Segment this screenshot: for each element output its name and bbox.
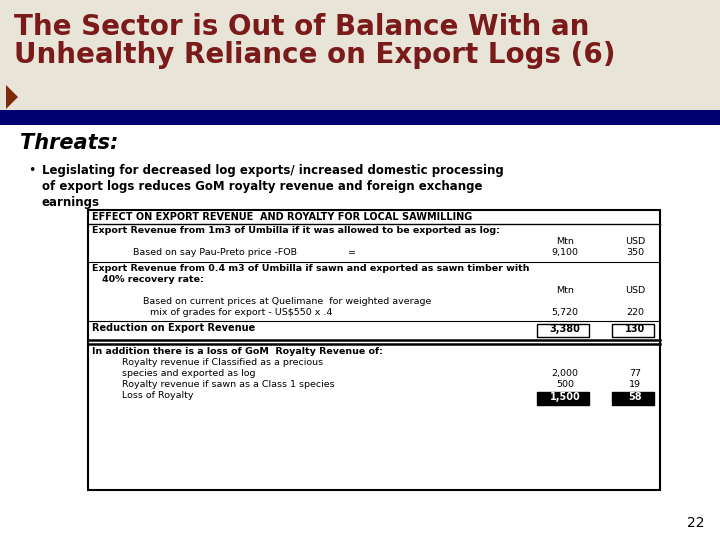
Text: 350: 350 bbox=[626, 248, 644, 257]
Bar bbox=[612, 392, 654, 405]
Text: Export Revenue from 0.4 m3 of Umbilla if sawn and exported as sawn timber with: Export Revenue from 0.4 m3 of Umbilla if… bbox=[92, 264, 529, 273]
Text: Loss of Royalty: Loss of Royalty bbox=[122, 391, 194, 400]
Bar bbox=[537, 324, 589, 337]
Text: Legislating for decreased log exports/ increased domestic processing: Legislating for decreased log exports/ i… bbox=[42, 164, 504, 177]
Bar bbox=[0, 125, 720, 540]
Text: Reduction on Export Revenue: Reduction on Export Revenue bbox=[92, 323, 256, 333]
Text: 9,100: 9,100 bbox=[552, 248, 578, 257]
Text: =: = bbox=[348, 248, 356, 257]
Bar bbox=[537, 392, 589, 405]
Text: Royalty revenue if sawn as a Class 1 species: Royalty revenue if sawn as a Class 1 spe… bbox=[122, 380, 335, 389]
Text: •: • bbox=[28, 164, 35, 177]
Text: 1,500: 1,500 bbox=[549, 392, 580, 402]
Text: 3,380: 3,380 bbox=[549, 324, 580, 334]
Text: Royalty revenue if Classified as a precious: Royalty revenue if Classified as a preci… bbox=[122, 358, 323, 367]
Text: 220: 220 bbox=[626, 308, 644, 317]
Text: The Sector is Out of Balance With an: The Sector is Out of Balance With an bbox=[14, 13, 590, 41]
Text: In addition there is a loss of GoM  Royalty Revenue of:: In addition there is a loss of GoM Royal… bbox=[92, 347, 383, 356]
Text: USD: USD bbox=[625, 237, 645, 246]
Text: Unhealthy Reliance on Export Logs (6): Unhealthy Reliance on Export Logs (6) bbox=[14, 41, 616, 69]
Text: 58: 58 bbox=[628, 392, 642, 402]
Text: EFFECT ON EXPORT REVENUE  AND ROYALTY FOR LOCAL SAWMILLING: EFFECT ON EXPORT REVENUE AND ROYALTY FOR… bbox=[92, 212, 472, 222]
Text: 22: 22 bbox=[688, 516, 705, 530]
Text: Export Revenue from 1m3 of Umbilla if it was allowed to be exported as log:: Export Revenue from 1m3 of Umbilla if it… bbox=[92, 226, 500, 235]
Bar bbox=[0, 0, 720, 110]
Text: Based on current prices at Quelimane  for weighted average: Based on current prices at Quelimane for… bbox=[143, 297, 431, 306]
Text: 500: 500 bbox=[556, 380, 574, 389]
Bar bbox=[612, 324, 654, 337]
Text: USD: USD bbox=[625, 286, 645, 295]
Text: 19: 19 bbox=[629, 380, 641, 389]
Text: 40% recovery rate:: 40% recovery rate: bbox=[102, 275, 204, 284]
Polygon shape bbox=[6, 85, 18, 109]
Text: Based on say Pau-Preto price -FOB: Based on say Pau-Preto price -FOB bbox=[133, 248, 297, 257]
Text: 5,720: 5,720 bbox=[552, 308, 578, 317]
Text: of export logs reduces GoM royalty revenue and foreign exchange: of export logs reduces GoM royalty reven… bbox=[42, 180, 482, 193]
Bar bbox=[88, 210, 660, 490]
Text: 2,000: 2,000 bbox=[552, 369, 578, 378]
Text: earnings: earnings bbox=[42, 196, 100, 209]
Text: 130: 130 bbox=[625, 324, 645, 334]
Text: Mtn: Mtn bbox=[556, 237, 574, 246]
Text: mix of grades for export - US$550 x .4: mix of grades for export - US$550 x .4 bbox=[150, 308, 333, 317]
Text: 77: 77 bbox=[629, 369, 641, 378]
Text: Mtn: Mtn bbox=[556, 286, 574, 295]
Bar bbox=[0, 110, 720, 125]
Text: Threats:: Threats: bbox=[20, 133, 118, 153]
Text: species and exported as log: species and exported as log bbox=[122, 369, 256, 378]
